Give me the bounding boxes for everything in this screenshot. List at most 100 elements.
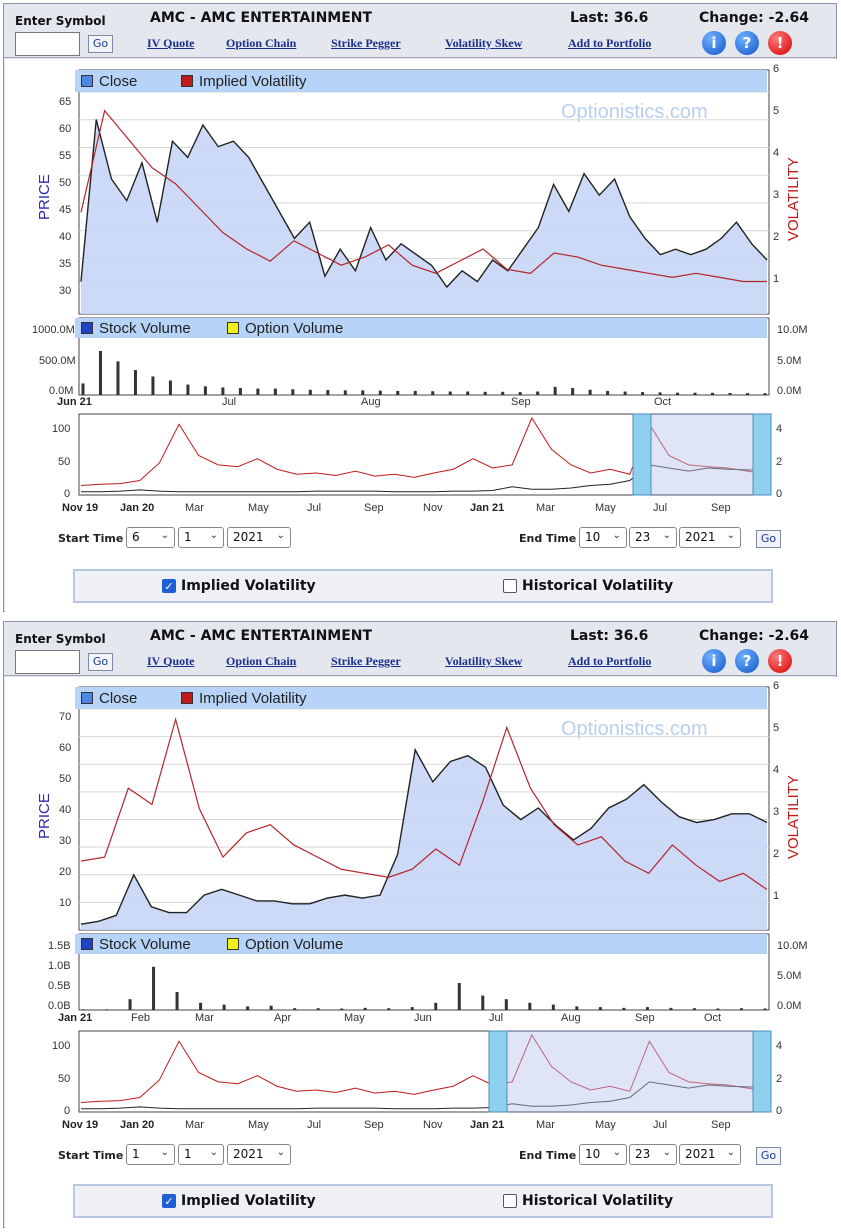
iv-line (80, 717, 768, 890)
volume-bar (246, 1006, 250, 1010)
volume-bar (238, 388, 242, 395)
overview-month: Jul (653, 1119, 668, 1131)
volume-bar (711, 392, 715, 395)
volume-bar (81, 1009, 85, 1010)
iv-checkbox[interactable]: ✓ (162, 1194, 176, 1208)
volume-bar (575, 1006, 579, 1010)
month-label: Aug (561, 1012, 581, 1024)
volume-bar (606, 390, 610, 395)
month-label: Apr (274, 1012, 292, 1024)
link-volatility-skew[interactable]: Volatility Skew (445, 654, 523, 668)
volume-bar (553, 386, 557, 395)
link-add-to-portfolio[interactable]: Add to Portfolio (568, 36, 652, 50)
hv-checkbox[interactable] (503, 1194, 517, 1208)
overview-month: Jan 21 (470, 1119, 505, 1131)
link-add-to-portfolio[interactable]: Add to Portfolio (568, 654, 652, 668)
link-iv-quote[interactable]: IV Quote (147, 36, 195, 50)
overview-month: Mar (185, 502, 204, 514)
overview-tick-right: 2 (776, 456, 783, 468)
volume-bar (221, 387, 225, 395)
option-volume-swatch-icon (227, 322, 239, 334)
price-tick: 60 (59, 123, 72, 135)
overview-month: Nov 19 (62, 502, 99, 514)
vol-tick: 3 (773, 189, 780, 201)
hv-checkbox-label[interactable]: Historical Volatility (522, 1193, 674, 1209)
month-label: Oct (654, 396, 672, 408)
volume-bar (763, 1008, 767, 1010)
alert-icon[interactable]: ! (768, 649, 792, 673)
volume-bar (466, 391, 470, 395)
link-option-chain[interactable]: Option Chain (226, 36, 297, 50)
hv-checkbox-label[interactable]: Historical Volatility (522, 578, 674, 594)
end-day-select[interactable]: 23 ⌄ (629, 527, 677, 548)
chart-area: Close Implied Volatility Optionistics.co… (5, 677, 837, 1228)
hv-checkbox[interactable] (503, 579, 517, 593)
symbol-go-button[interactable]: Go (88, 35, 113, 53)
help-icon[interactable]: ? (735, 649, 759, 673)
overview-tick: 50 (58, 1073, 71, 1085)
start-month-select[interactable]: 6 ⌄ (126, 527, 175, 548)
volume-bar (152, 966, 156, 1010)
chevron-down-icon: ⌄ (612, 1147, 621, 1158)
volume-bar (623, 391, 627, 395)
volume-bar (410, 1007, 414, 1010)
end-year-select[interactable]: 2021 ⌄ (679, 1144, 741, 1165)
volume-tick-right: 5.0M (777, 355, 802, 367)
volume-bar (387, 1008, 391, 1010)
chart-canvas[interactable] (5, 677, 837, 1228)
info-icon[interactable]: i (702, 31, 726, 55)
overview-tick: 0 (64, 1105, 71, 1117)
alert-icon[interactable]: ! (768, 31, 792, 55)
iv-checkbox-label[interactable]: Implied Volatility (181, 1193, 316, 1209)
iv-checkbox-label[interactable]: Implied Volatility (181, 578, 316, 594)
overview-month: Nov (423, 502, 443, 514)
vol-tick: 6 (773, 63, 780, 75)
start-day-select[interactable]: 1 ⌄ (178, 527, 224, 548)
end-year-select[interactable]: 2021 ⌄ (679, 527, 741, 548)
link-option-chain[interactable]: Option Chain (226, 654, 297, 668)
volume-bar (291, 389, 295, 395)
volume-bar (343, 390, 347, 395)
month-label: Jul (222, 396, 237, 408)
end-day-select[interactable]: 23 ⌄ (629, 1144, 677, 1165)
help-icon[interactable]: ? (735, 31, 759, 55)
volume-bar (518, 392, 522, 395)
overview-selection (492, 1030, 768, 1113)
price-tick: 55 (59, 150, 72, 162)
time-go-button[interactable]: Go (756, 530, 781, 548)
volume-bar (98, 351, 102, 395)
overview-close-line (81, 464, 768, 493)
info-icon[interactable]: i (702, 649, 726, 673)
start-month-select[interactable]: 1 ⌄ (126, 1144, 175, 1165)
price-change: Change: -2.64 (699, 10, 809, 26)
iv-checkbox[interactable]: ✓ (162, 579, 176, 593)
link-strike-pegger[interactable]: Strike Pegger (331, 36, 401, 50)
chevron-down-icon: ⌄ (160, 530, 169, 541)
chevron-down-icon: ⌄ (160, 1147, 169, 1158)
start-year-select[interactable]: 2021 ⌄ (227, 527, 291, 548)
last-price: Last: 36.6 (570, 628, 649, 644)
volume-bar (105, 1009, 109, 1010)
symbol-go-button[interactable]: Go (88, 653, 113, 671)
price-axis-title: PRICE (36, 174, 53, 220)
symbol-input[interactable] (15, 650, 80, 674)
symbol-input[interactable] (15, 32, 80, 56)
start-year-select[interactable]: 2021 ⌄ (227, 1144, 291, 1165)
volume-tick-right: 5.0M (777, 970, 802, 982)
end-month-select[interactable]: 10 ⌄ (579, 1144, 627, 1165)
close-swatch-icon (81, 75, 93, 87)
volume-legend: Stock Volume Option Volume (75, 934, 767, 954)
time-go-button[interactable]: Go (756, 1147, 781, 1165)
link-strike-pegger[interactable]: Strike Pegger (331, 654, 401, 668)
link-volatility-skew[interactable]: Volatility Skew (445, 36, 523, 50)
symbol-label: Enter Symbol (15, 632, 106, 646)
chart-panel-1: Enter Symbol Go AMC - AMC ENTERTAINMENT … (3, 3, 837, 612)
overview-month: May (248, 1119, 269, 1131)
price-tick: 35 (59, 258, 72, 270)
start-day-select[interactable]: 1 ⌄ (178, 1144, 224, 1165)
chart-panel-2: Enter Symbol Go AMC - AMC ENTERTAINMENT … (3, 621, 837, 1228)
vol-tick: 1 (773, 890, 780, 902)
link-iv-quote[interactable]: IV Quote (147, 654, 195, 668)
end-month-select[interactable]: 10 ⌄ (579, 527, 627, 548)
overview-tick: 100 (52, 423, 71, 435)
